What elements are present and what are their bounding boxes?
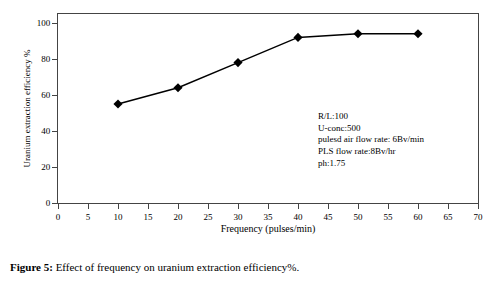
svg-text:0: 0 xyxy=(46,198,51,208)
svg-text:55: 55 xyxy=(384,212,394,222)
svg-text:100: 100 xyxy=(37,18,51,28)
svg-text:80: 80 xyxy=(41,54,51,64)
svg-text:20: 20 xyxy=(174,212,184,222)
svg-text:65: 65 xyxy=(444,212,454,222)
svg-text:Frequency (pulses/min): Frequency (pulses/min) xyxy=(221,223,316,235)
svg-text:0: 0 xyxy=(56,212,61,222)
svg-text:15: 15 xyxy=(144,212,154,222)
svg-text:50: 50 xyxy=(354,212,364,222)
svg-text:60: 60 xyxy=(41,90,51,100)
svg-text:20: 20 xyxy=(41,162,51,172)
svg-text:60: 60 xyxy=(414,212,424,222)
svg-text:5: 5 xyxy=(86,212,91,222)
svg-text:30: 30 xyxy=(234,212,244,222)
svg-text:70: 70 xyxy=(474,212,484,222)
svg-text:45: 45 xyxy=(324,212,334,222)
svg-text:Uranium extraction efficiency: Uranium extraction efficiency % xyxy=(22,49,32,168)
svg-text:R/L:100U-conc:500pulesd air fl: R/L:100U-conc:500pulesd air flow rate: 6… xyxy=(318,111,424,168)
svg-text:10: 10 xyxy=(114,212,124,222)
svg-text:40: 40 xyxy=(294,212,304,222)
svg-text:40: 40 xyxy=(41,126,51,136)
svg-text:25: 25 xyxy=(204,212,214,222)
svg-text:Figure 5: Effect of frequency: Figure 5: Effect of frequency on uranium… xyxy=(10,261,299,273)
svg-text:35: 35 xyxy=(264,212,274,222)
